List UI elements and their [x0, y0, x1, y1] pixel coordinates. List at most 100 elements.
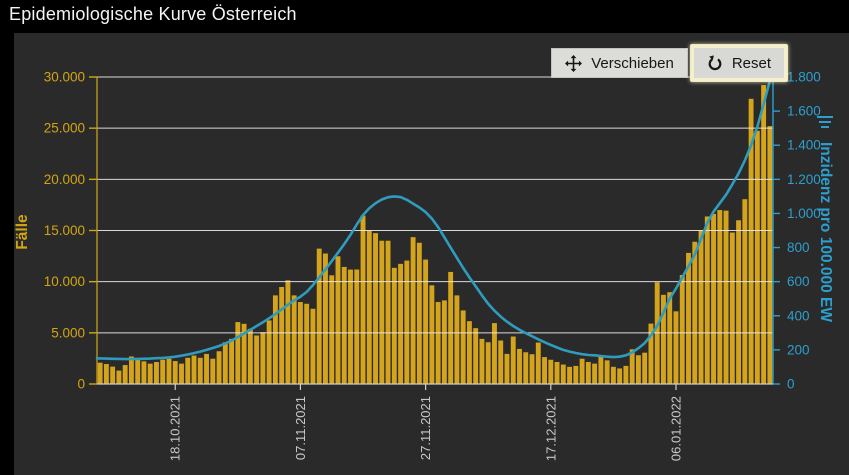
bar — [460, 310, 466, 384]
bar — [692, 241, 698, 384]
bar — [279, 286, 285, 384]
bar — [466, 321, 472, 384]
left-tick-label: 30.000 — [44, 70, 85, 85]
bar — [147, 363, 153, 384]
bar — [498, 340, 504, 384]
bar — [141, 361, 147, 384]
x-tick-label: 07.11.2021 — [293, 396, 308, 460]
bar — [179, 363, 184, 384]
bar — [604, 360, 610, 384]
bar — [698, 230, 704, 384]
right-tick-label: 800 — [787, 240, 810, 255]
bar — [348, 269, 353, 384]
bar — [642, 352, 648, 384]
right-tick-label: 0 — [787, 377, 795, 392]
bar — [272, 295, 278, 384]
bar — [542, 357, 547, 384]
bar — [235, 322, 241, 384]
bar — [116, 370, 122, 384]
right-tick-label: 200 — [787, 342, 810, 357]
bar — [573, 365, 579, 384]
left-tick-label: 25.000 — [44, 121, 85, 136]
bar — [323, 253, 328, 384]
bar — [635, 355, 641, 384]
bar — [761, 85, 767, 384]
bar — [617, 368, 623, 384]
move-icon — [565, 54, 583, 72]
bar — [448, 271, 454, 384]
bar — [122, 365, 128, 384]
bar — [360, 215, 366, 384]
bar — [135, 358, 141, 384]
reset-icon — [707, 55, 723, 71]
bar — [554, 362, 560, 384]
chart-toolbar: Verschieben Reset — [551, 44, 788, 82]
bar — [686, 252, 691, 384]
bar — [535, 342, 541, 384]
bar — [517, 348, 522, 384]
right-tick-label: 1.200 — [787, 172, 821, 187]
bar — [241, 323, 247, 384]
bar — [567, 366, 573, 384]
reset-button[interactable]: Reset — [693, 48, 784, 78]
x-axis-ticks: 18.10.2021 07.11.2021 27.11.2021 17.12.2021… — [168, 384, 683, 461]
bar — [160, 359, 166, 384]
right-tick-label: 1.600 — [787, 104, 821, 119]
bar — [341, 266, 347, 384]
bar — [391, 267, 397, 384]
bar — [441, 300, 447, 384]
bar — [523, 352, 529, 384]
bar — [373, 233, 378, 384]
bar — [110, 366, 116, 384]
bar — [416, 242, 422, 384]
bar — [191, 355, 197, 384]
bar — [679, 275, 685, 384]
bar — [204, 353, 209, 384]
bar — [247, 328, 253, 384]
bar — [97, 362, 103, 384]
bar — [429, 285, 435, 384]
right-axis-title: Inzidenz pro 100.000 EW — [817, 142, 834, 322]
bar — [742, 199, 748, 384]
bar — [748, 98, 754, 385]
bar — [103, 364, 109, 384]
bar — [197, 357, 203, 384]
bar — [410, 237, 416, 384]
bar — [329, 275, 335, 384]
bar — [385, 240, 391, 384]
bar — [285, 280, 291, 384]
bar — [548, 359, 554, 384]
bar — [579, 358, 585, 384]
bar — [128, 356, 134, 384]
bar — [673, 311, 679, 384]
left-tick-label: 10.000 — [44, 274, 85, 289]
chart-panel — [14, 33, 849, 475]
right-tick-label: 600 — [787, 274, 810, 289]
left-tick-label: 15.000 — [44, 223, 85, 238]
left-tick-label: 0 — [77, 377, 85, 392]
bar — [629, 349, 635, 384]
bar — [610, 366, 616, 384]
chart-menu-icon[interactable] — [816, 116, 834, 134]
right-tick-label: 400 — [787, 308, 810, 323]
bar — [729, 232, 735, 384]
left-axis-ticks: 0 5.000 10.000 15.000 20.000 25.000 30.000 — [44, 70, 97, 392]
bar — [229, 338, 235, 384]
bar — [354, 269, 360, 384]
right-tick-label: 1.800 — [787, 70, 821, 85]
bar — [585, 362, 591, 384]
bar — [510, 336, 516, 384]
bar — [623, 365, 629, 384]
bar — [335, 256, 341, 384]
bar — [254, 335, 260, 384]
bar — [404, 260, 410, 384]
bar — [648, 323, 654, 384]
cases-bars — [97, 85, 773, 385]
left-tick-label: 5.000 — [51, 325, 85, 340]
pan-button[interactable]: Verschieben — [551, 48, 688, 78]
x-tick-label: 06.01.2022 — [668, 396, 683, 461]
bar — [736, 220, 742, 384]
incidence-line — [95, 79, 775, 361]
